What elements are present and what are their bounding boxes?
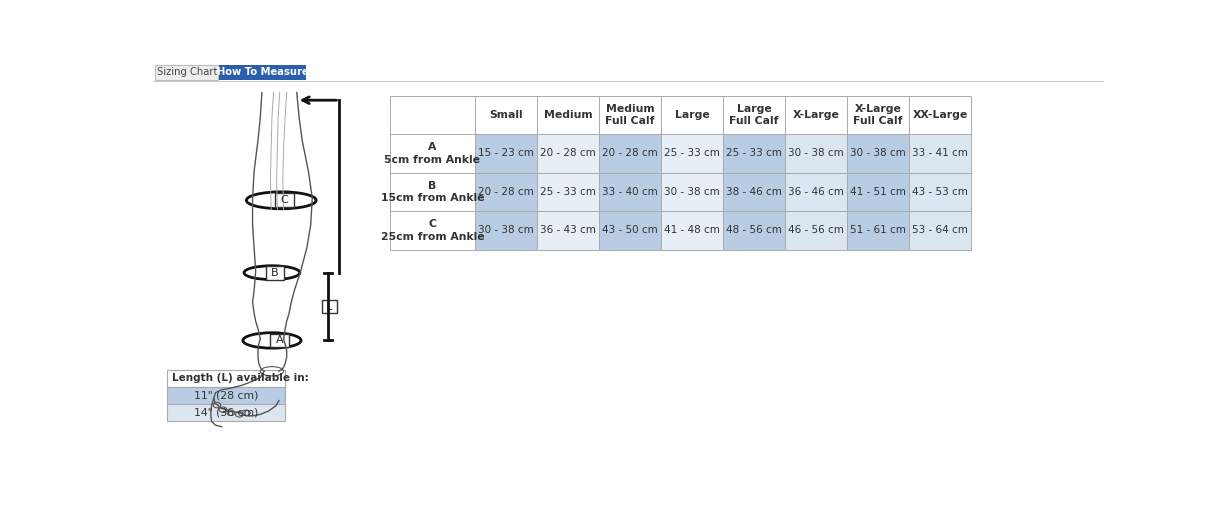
FancyBboxPatch shape bbox=[537, 134, 599, 172]
FancyBboxPatch shape bbox=[909, 172, 971, 211]
FancyBboxPatch shape bbox=[537, 95, 599, 134]
Text: 43 - 53 cm: 43 - 53 cm bbox=[912, 187, 968, 197]
Text: C
25cm from Ankle: C 25cm from Ankle bbox=[380, 219, 485, 241]
Text: A
5cm from Ankle: A 5cm from Ankle bbox=[384, 142, 481, 164]
FancyBboxPatch shape bbox=[847, 172, 909, 211]
Text: 30 - 38 cm: 30 - 38 cm bbox=[850, 148, 906, 158]
Text: Length (L) available in:: Length (L) available in: bbox=[172, 373, 309, 383]
FancyBboxPatch shape bbox=[847, 134, 909, 172]
Text: 25 - 33 cm: 25 - 33 cm bbox=[664, 148, 720, 158]
Text: 36 - 43 cm: 36 - 43 cm bbox=[540, 226, 596, 236]
Text: 38 - 46 cm: 38 - 46 cm bbox=[726, 187, 782, 197]
Text: 48 - 56 cm: 48 - 56 cm bbox=[726, 226, 782, 236]
Text: X-Large
Full Calf: X-Large Full Calf bbox=[853, 104, 903, 126]
FancyBboxPatch shape bbox=[909, 95, 971, 134]
Text: 30 - 38 cm: 30 - 38 cm bbox=[788, 148, 844, 158]
FancyBboxPatch shape bbox=[275, 193, 293, 207]
FancyBboxPatch shape bbox=[785, 95, 847, 134]
Text: 25 - 33 cm: 25 - 33 cm bbox=[540, 187, 596, 197]
FancyBboxPatch shape bbox=[475, 95, 537, 134]
FancyBboxPatch shape bbox=[270, 334, 290, 347]
FancyBboxPatch shape bbox=[723, 95, 785, 134]
FancyBboxPatch shape bbox=[475, 172, 537, 211]
Text: Large: Large bbox=[675, 110, 709, 120]
FancyBboxPatch shape bbox=[167, 404, 285, 421]
FancyBboxPatch shape bbox=[390, 211, 475, 250]
Text: Medium
Full Calf: Medium Full Calf bbox=[605, 104, 655, 126]
FancyBboxPatch shape bbox=[723, 134, 785, 172]
FancyBboxPatch shape bbox=[390, 172, 475, 211]
Text: C: C bbox=[281, 196, 288, 206]
Text: 20 - 28 cm: 20 - 28 cm bbox=[540, 148, 596, 158]
Text: 41 - 51 cm: 41 - 51 cm bbox=[850, 187, 906, 197]
FancyBboxPatch shape bbox=[390, 134, 475, 172]
FancyBboxPatch shape bbox=[537, 172, 599, 211]
FancyBboxPatch shape bbox=[785, 211, 847, 250]
FancyBboxPatch shape bbox=[847, 211, 909, 250]
FancyBboxPatch shape bbox=[220, 65, 306, 80]
Text: 20 - 28 cm: 20 - 28 cm bbox=[479, 187, 534, 197]
Text: A: A bbox=[276, 336, 283, 345]
Text: 43 - 50 cm: 43 - 50 cm bbox=[602, 226, 658, 236]
FancyBboxPatch shape bbox=[167, 370, 285, 387]
Text: 51 - 61 cm: 51 - 61 cm bbox=[850, 226, 906, 236]
FancyBboxPatch shape bbox=[599, 95, 661, 134]
FancyBboxPatch shape bbox=[661, 95, 723, 134]
FancyBboxPatch shape bbox=[599, 134, 661, 172]
FancyBboxPatch shape bbox=[167, 387, 285, 404]
Text: 46 - 56 cm: 46 - 56 cm bbox=[788, 226, 844, 236]
FancyBboxPatch shape bbox=[785, 172, 847, 211]
Text: XX-Large: XX-Large bbox=[913, 110, 968, 120]
FancyBboxPatch shape bbox=[599, 172, 661, 211]
FancyBboxPatch shape bbox=[155, 65, 218, 80]
FancyBboxPatch shape bbox=[723, 172, 785, 211]
Text: 11" (28 cm): 11" (28 cm) bbox=[194, 390, 259, 400]
Text: 33 - 40 cm: 33 - 40 cm bbox=[602, 187, 658, 197]
FancyBboxPatch shape bbox=[909, 134, 971, 172]
FancyBboxPatch shape bbox=[475, 134, 537, 172]
FancyBboxPatch shape bbox=[661, 211, 723, 250]
FancyBboxPatch shape bbox=[321, 300, 337, 314]
Text: Sizing Chart: Sizing Chart bbox=[157, 67, 217, 77]
Text: How To Measure: How To Measure bbox=[217, 67, 308, 77]
Text: B
15cm from Ankle: B 15cm from Ankle bbox=[380, 181, 485, 203]
Text: 53 - 64 cm: 53 - 64 cm bbox=[912, 226, 968, 236]
FancyBboxPatch shape bbox=[661, 134, 723, 172]
FancyBboxPatch shape bbox=[723, 211, 785, 250]
FancyBboxPatch shape bbox=[909, 211, 971, 250]
Text: 30 - 38 cm: 30 - 38 cm bbox=[479, 226, 534, 236]
Text: L: L bbox=[326, 301, 333, 311]
Text: 36 - 46 cm: 36 - 46 cm bbox=[788, 187, 844, 197]
Text: X-Large: X-Large bbox=[793, 110, 839, 120]
FancyBboxPatch shape bbox=[537, 211, 599, 250]
Text: Large
Full Calf: Large Full Calf bbox=[729, 104, 779, 126]
FancyBboxPatch shape bbox=[847, 95, 909, 134]
Text: 14" (36 cm): 14" (36 cm) bbox=[194, 407, 259, 417]
FancyBboxPatch shape bbox=[785, 134, 847, 172]
FancyBboxPatch shape bbox=[599, 211, 661, 250]
Text: B: B bbox=[271, 268, 279, 278]
Text: 33 - 41 cm: 33 - 41 cm bbox=[912, 148, 968, 158]
Text: 41 - 48 cm: 41 - 48 cm bbox=[664, 226, 720, 236]
Text: Medium: Medium bbox=[544, 110, 593, 120]
FancyBboxPatch shape bbox=[266, 266, 285, 280]
Text: Small: Small bbox=[490, 110, 523, 120]
FancyBboxPatch shape bbox=[475, 211, 537, 250]
FancyBboxPatch shape bbox=[390, 95, 475, 134]
FancyBboxPatch shape bbox=[661, 172, 723, 211]
Text: 25 - 33 cm: 25 - 33 cm bbox=[726, 148, 782, 158]
Text: 30 - 38 cm: 30 - 38 cm bbox=[664, 187, 720, 197]
Text: 20 - 28 cm: 20 - 28 cm bbox=[602, 148, 658, 158]
Text: 15 - 23 cm: 15 - 23 cm bbox=[479, 148, 534, 158]
